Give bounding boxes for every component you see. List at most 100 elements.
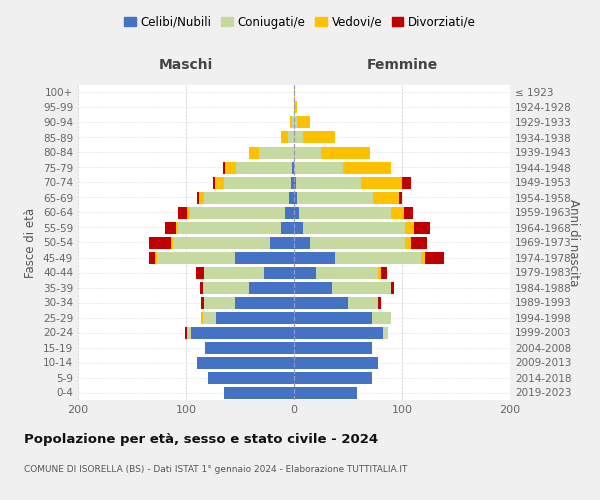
Bar	[213, 176, 215, 188]
Bar	[410, 236, 427, 248]
Bar	[297, 116, 310, 128]
Bar	[391, 282, 394, 294]
Text: COMUNE DI ISORELLA (BS) - Dati ISTAT 1° gennaio 2024 - Elaborazione TUTTITALIA.I: COMUNE DI ISORELLA (BS) - Dati ISTAT 1° …	[24, 466, 407, 474]
Bar	[187, 206, 190, 218]
Bar	[292, 162, 294, 173]
Bar	[235, 252, 294, 264]
Bar	[294, 282, 332, 294]
Bar	[201, 312, 203, 324]
Bar	[259, 146, 294, 158]
Bar	[187, 326, 191, 338]
Bar	[425, 252, 444, 264]
Bar	[289, 192, 294, 203]
Bar	[235, 296, 294, 308]
Bar	[248, 146, 259, 158]
Bar	[391, 206, 404, 218]
Bar	[348, 296, 378, 308]
Bar	[294, 266, 316, 278]
Bar	[302, 222, 405, 234]
Bar	[176, 222, 178, 234]
Bar	[216, 312, 294, 324]
Bar	[373, 192, 399, 203]
Bar	[294, 356, 378, 368]
Bar	[196, 266, 205, 278]
Bar	[205, 266, 264, 278]
Bar	[421, 252, 425, 264]
Bar	[157, 252, 235, 264]
Bar	[302, 132, 335, 143]
Bar	[190, 206, 286, 218]
Bar	[402, 176, 410, 188]
Bar	[224, 386, 294, 398]
Bar	[178, 222, 281, 234]
Bar	[166, 222, 176, 234]
Bar	[294, 312, 372, 324]
Bar	[225, 162, 236, 173]
Bar	[149, 236, 171, 248]
Bar	[223, 162, 225, 173]
Text: Femmine: Femmine	[367, 58, 437, 72]
Bar	[248, 282, 294, 294]
Bar	[294, 372, 372, 384]
Bar	[264, 266, 294, 278]
Bar	[205, 342, 294, 353]
Bar	[332, 282, 391, 294]
Bar	[149, 252, 155, 264]
Bar	[287, 132, 294, 143]
Bar	[321, 146, 370, 158]
Bar	[191, 326, 294, 338]
Bar	[294, 252, 335, 264]
Bar	[378, 296, 382, 308]
Bar	[178, 206, 187, 218]
Bar	[294, 86, 295, 99]
Bar	[224, 176, 291, 188]
Bar	[205, 192, 289, 203]
Bar	[414, 222, 430, 234]
Bar	[173, 236, 270, 248]
Bar	[294, 146, 321, 158]
Bar	[316, 266, 378, 278]
Bar	[201, 296, 205, 308]
Y-axis label: Fasce di età: Fasce di età	[25, 208, 37, 278]
Bar	[171, 236, 173, 248]
Legend: Celibi/Nubili, Coniugati/e, Vedovi/e, Divorziati/e: Celibi/Nubili, Coniugati/e, Vedovi/e, Di…	[119, 11, 481, 34]
Bar	[200, 282, 203, 294]
Bar	[155, 252, 157, 264]
Bar	[294, 386, 356, 398]
Bar	[399, 192, 402, 203]
Bar	[294, 326, 383, 338]
Bar	[361, 176, 402, 188]
Bar	[270, 236, 294, 248]
Bar	[383, 326, 388, 338]
Bar	[294, 162, 343, 173]
Bar	[294, 222, 302, 234]
Bar	[236, 162, 292, 173]
Bar	[405, 222, 414, 234]
Bar	[203, 282, 248, 294]
Bar	[208, 372, 294, 384]
Bar	[185, 326, 187, 338]
Bar	[378, 266, 382, 278]
Bar	[372, 312, 391, 324]
Bar	[205, 296, 235, 308]
Bar	[335, 252, 421, 264]
Text: Popolazione per età, sesso e stato civile - 2024: Popolazione per età, sesso e stato civil…	[24, 432, 378, 446]
Bar	[294, 296, 348, 308]
Bar	[297, 192, 373, 203]
Bar	[294, 176, 296, 188]
Bar	[405, 236, 410, 248]
Bar	[197, 356, 294, 368]
Bar	[294, 132, 302, 143]
Bar	[197, 192, 199, 203]
Bar	[404, 206, 413, 218]
Text: Maschi: Maschi	[159, 58, 213, 72]
Bar	[215, 176, 224, 188]
Y-axis label: Anni di nascita: Anni di nascita	[567, 199, 580, 286]
Bar	[203, 312, 216, 324]
Bar	[294, 102, 297, 114]
Bar	[299, 206, 391, 218]
Bar	[382, 266, 387, 278]
Bar	[286, 206, 294, 218]
Bar	[294, 116, 297, 128]
Bar	[199, 192, 205, 203]
